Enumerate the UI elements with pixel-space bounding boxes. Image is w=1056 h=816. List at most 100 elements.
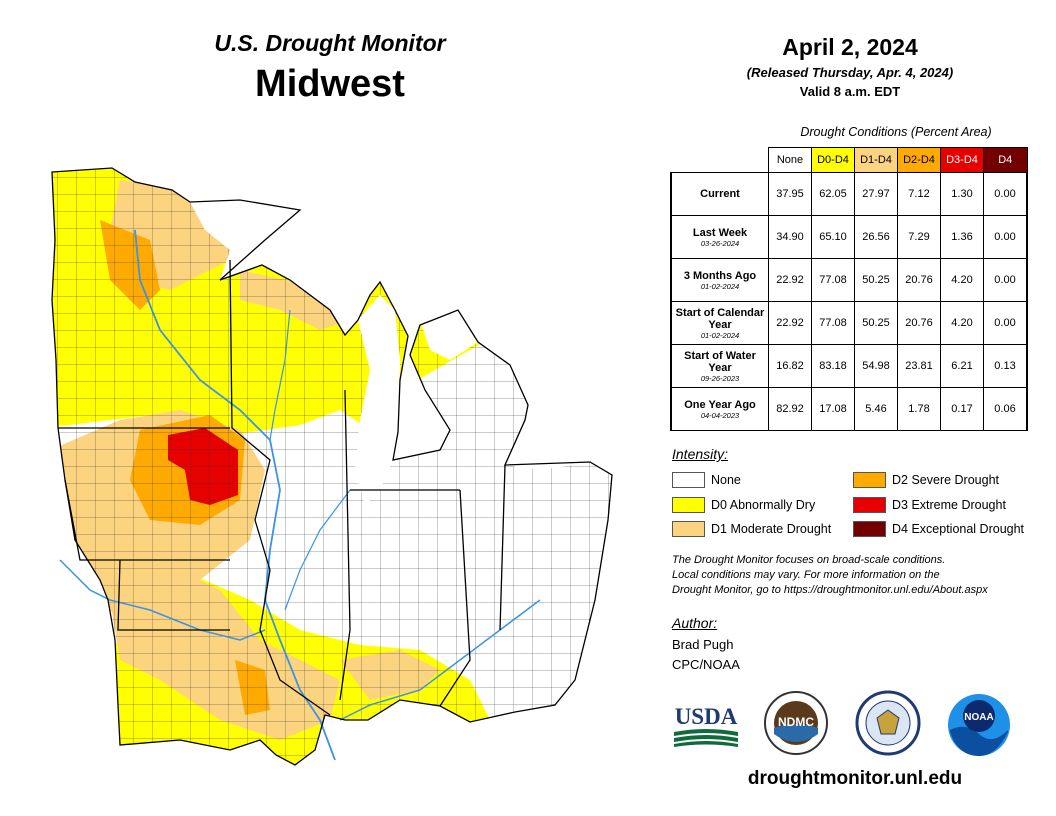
legend-title: Intensity: bbox=[672, 446, 729, 462]
cell-value: 1.78 bbox=[897, 387, 941, 431]
cell-value: 26.56 bbox=[854, 215, 898, 259]
state-borders bbox=[51, 167, 613, 766]
cell-value: 22.92 bbox=[768, 258, 812, 302]
row-label: Current bbox=[670, 172, 769, 216]
ndmc-logo-text: NDMC bbox=[778, 715, 814, 729]
site-url[interactable]: droughtmonitor.unl.edu bbox=[747, 768, 963, 789]
row-label: One Year Ago 04-04-2023 bbox=[670, 387, 769, 431]
col-d1-d4: D1-D4 bbox=[854, 147, 898, 173]
cell-value: 27.97 bbox=[854, 172, 898, 216]
legend-swatch bbox=[853, 497, 886, 513]
brand-title: U.S. Drought Monitor bbox=[214, 30, 446, 56]
disclaimer-note: The Drought Monitor focuses on broad-sca… bbox=[672, 553, 1052, 598]
author-label: Author: bbox=[672, 615, 718, 631]
cell-value: 50.25 bbox=[854, 301, 898, 345]
cell-value: 20.76 bbox=[897, 258, 941, 302]
wisconsin-river bbox=[269, 309, 291, 441]
note-line: The Drought Monitor focuses on broad-sca… bbox=[672, 554, 946, 566]
usda-logo: USDA bbox=[674, 704, 738, 747]
author-org: CPC/NOAA bbox=[672, 657, 740, 672]
cell-value: 50.25 bbox=[854, 258, 898, 302]
lake-superior bbox=[190, 200, 330, 280]
row-last-week: Last Week 03-26-2024 34.90 65.10 26.56 7.… bbox=[670, 215, 1028, 259]
cell-value: 54.98 bbox=[854, 344, 898, 388]
row-current: Current 37.95 62.05 27.97 7.12 1.30 0.00 bbox=[670, 172, 1028, 216]
cell-value: 23.81 bbox=[897, 344, 941, 388]
legend-item-none: None bbox=[672, 472, 741, 488]
legend-item-d3: D3 Extreme Drought bbox=[853, 497, 1006, 513]
cell-value: 37.95 bbox=[768, 172, 812, 216]
valid-time: Valid 8 a.m. EDT bbox=[799, 84, 901, 99]
cell-value: 4.20 bbox=[940, 301, 984, 345]
drought-stats-table: None D0-D4 D1-D4 D2-D4 D3-D4 D4 Current … bbox=[670, 147, 1028, 431]
legend-swatch bbox=[853, 472, 886, 488]
missouri-river bbox=[59, 559, 266, 641]
ndmc-logo: NDMC bbox=[764, 691, 828, 755]
legend-item-d1: D1 Moderate Drought bbox=[672, 521, 831, 537]
legend-label: D4 Exceptional Drought bbox=[892, 522, 1025, 536]
map-date-block: April 2, 2024 (Released Thursday, Apr. 4… bbox=[690, 34, 1010, 99]
legend-item-d0: D0 Abnormally Dry bbox=[672, 497, 815, 513]
cell-value: 77.08 bbox=[811, 301, 855, 345]
cell-value: 17.08 bbox=[811, 387, 855, 431]
stats-header-row: None D0-D4 D1-D4 D2-D4 D3-D4 D4 bbox=[671, 147, 1028, 173]
legend-label: None bbox=[711, 473, 741, 487]
legend-label: D0 Abnormally Dry bbox=[711, 498, 816, 512]
cell-value: 82.92 bbox=[768, 387, 812, 431]
lake-huron bbox=[420, 300, 478, 360]
legend-swatch bbox=[672, 521, 705, 537]
row-label: Start of Calendar Year 01-02-2024 bbox=[670, 301, 769, 345]
author-name: Brad Pugh bbox=[672, 637, 734, 652]
col-d3-d4: D3-D4 bbox=[940, 147, 984, 173]
ohio-river bbox=[339, 599, 541, 721]
col-none: None bbox=[768, 147, 812, 173]
cell-value: 7.29 bbox=[897, 215, 941, 259]
cell-value: 0.13 bbox=[983, 344, 1028, 388]
legend-label: D2 Severe Drought bbox=[892, 473, 1000, 487]
row-3-months-ago: 3 Months Ago 01-02-2024 22.92 77.08 50.25… bbox=[670, 258, 1028, 302]
row-one-year-ago: One Year Ago 04-04-2023 82.92 17.08 5.46 … bbox=[670, 387, 1028, 431]
row-start-of-calendar-year: Start of Calendar Year 01-02-2024 22.92 7… bbox=[670, 301, 1028, 345]
legend-swatch bbox=[853, 521, 886, 537]
cell-value: 0.00 bbox=[983, 172, 1028, 216]
legend-swatch bbox=[672, 472, 705, 488]
cell-value: 20.76 bbox=[897, 301, 941, 345]
lake-michigan bbox=[355, 295, 400, 505]
map-date: April 2, 2024 bbox=[782, 34, 918, 60]
legend-label: D3 Extreme Drought bbox=[892, 498, 1006, 512]
cell-value: 16.82 bbox=[768, 344, 812, 388]
legend-item-d2: D2 Severe Drought bbox=[853, 472, 999, 488]
legend-swatch bbox=[672, 497, 705, 513]
cell-value: 1.30 bbox=[940, 172, 984, 216]
noaa-logo-text: NOAA bbox=[964, 712, 993, 723]
doc-seal-logo bbox=[855, 690, 921, 756]
cell-value: 1.36 bbox=[940, 215, 984, 259]
stats-caption: Drought Conditions (Percent Area) bbox=[800, 125, 992, 139]
noaa-logo: NOAA bbox=[948, 694, 1010, 756]
cell-value: 0.00 bbox=[983, 215, 1028, 259]
cell-value: 62.05 bbox=[811, 172, 855, 216]
note-line: Drought Monitor, go to https://droughtmo… bbox=[672, 584, 988, 596]
row-label: Last Week 03-26-2024 bbox=[670, 215, 769, 259]
county-lines bbox=[52, 168, 612, 765]
mississippi-river bbox=[134, 229, 336, 761]
note-line: Local conditions may vary. For more info… bbox=[672, 569, 940, 581]
cell-value: 34.90 bbox=[768, 215, 812, 259]
row-label: 3 Months Ago 01-02-2024 bbox=[670, 258, 769, 302]
cell-value: 0.00 bbox=[983, 301, 1028, 345]
col-d2-d4: D2-D4 bbox=[897, 147, 941, 173]
region-title: Midwest bbox=[255, 63, 405, 105]
release-date: (Released Thursday, Apr. 4, 2024) bbox=[746, 65, 954, 80]
row-start-of-water-year: Start of Water Year 09-26-2023 16.82 83.1… bbox=[670, 344, 1028, 388]
col-d0-d4: D0-D4 bbox=[811, 147, 855, 173]
drought-layers bbox=[52, 168, 612, 765]
cell-value: 6.21 bbox=[940, 344, 984, 388]
col-d4: D4 bbox=[983, 147, 1028, 173]
cell-value: 5.46 bbox=[854, 387, 898, 431]
legend-label: D1 Moderate Drought bbox=[711, 522, 832, 536]
usda-logo-text: USDA bbox=[675, 704, 738, 729]
cell-value: 7.12 bbox=[897, 172, 941, 216]
cell-value: 0.00 bbox=[983, 258, 1028, 302]
cell-value: 0.06 bbox=[983, 387, 1028, 431]
cell-value: 77.08 bbox=[811, 258, 855, 302]
